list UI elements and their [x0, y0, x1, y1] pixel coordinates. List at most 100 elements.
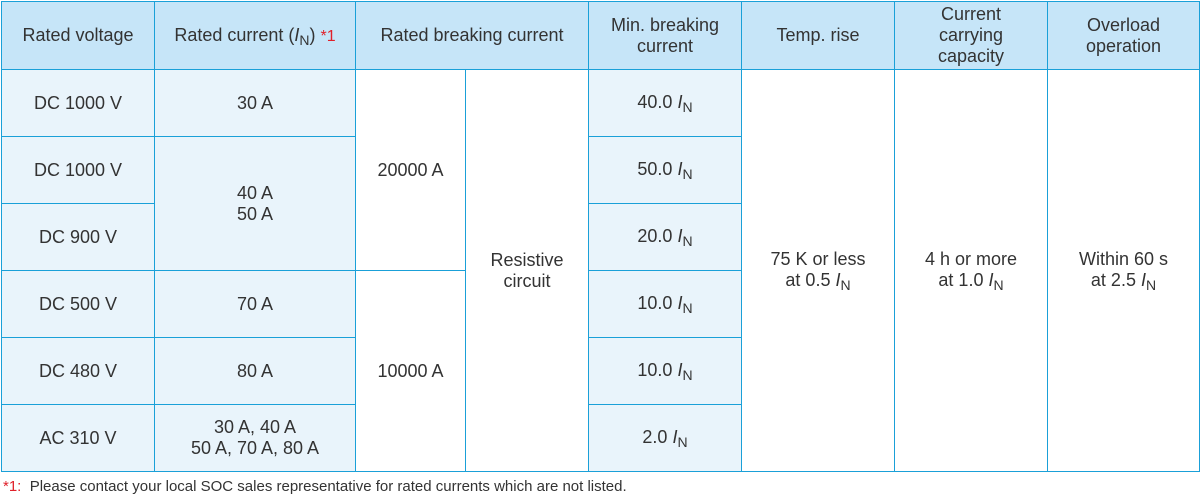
overload-line2: at 2.5 [1090, 270, 1141, 290]
min-breaking-symbol: I [677, 293, 683, 313]
header-temp-rise: Temp. rise [741, 1, 896, 70]
min-breaking-subscript: N [682, 367, 693, 383]
header-row: Rated voltage Rated current (IN) *1 Rate… [1, 1, 1200, 70]
table-row: DC 900 V 20.0 IN [1, 203, 1200, 271]
min-breaking-subscript: N [677, 434, 688, 450]
rated-current-line2: 50 A [236, 203, 274, 224]
rated-voltage-value: DC 480 V [38, 360, 118, 381]
header-rated-current-subscript: N [299, 31, 310, 48]
rated-voltage-cell: AC 310 V [1, 404, 155, 472]
overload-operation-cell: Within 60 s at 2.5 IN [1047, 69, 1200, 472]
header-temp-rise-label: Temp. rise [776, 25, 860, 45]
footnote-text: Please contact your local SOC sales repr… [29, 478, 627, 495]
min-breaking-current-cell: 10.0 IN [588, 337, 743, 405]
min-breaking-subscript: N [682, 99, 693, 115]
rated-voltage-cell: DC 900 V [1, 203, 155, 271]
min-breaking-symbol: I [677, 360, 683, 380]
specification-table: Rated voltage Rated current (IN) *1 Rate… [1, 1, 1200, 472]
header-rated-current-close: ) [309, 24, 316, 45]
specification-table-container: Rated voltage Rated current (IN) *1 Rate… [1, 1, 1200, 472]
rated-voltage-cell: DC 1000 V [1, 136, 155, 204]
min-breaking-value: 40.0 [637, 92, 673, 112]
min-breaking-symbol: I [672, 427, 678, 447]
rated-voltage-cell: DC 1000 V [1, 69, 155, 137]
breaking-circuit-type-cell: Resistive circuit [464, 69, 590, 472]
min-breaking-value: 20.0 [637, 226, 673, 246]
temp-rise-line1: 75 K or less [770, 249, 866, 269]
temp-rise-subscript: N [840, 277, 851, 293]
min-breaking-subscript: N [682, 166, 693, 182]
rated-voltage-value: DC 1000 V [33, 159, 123, 180]
rated-current-line2: 50 A, 70 A, 80 A [190, 438, 320, 458]
overload-subscript: N [1145, 277, 1157, 293]
footnote-marker: *1: [3, 478, 22, 495]
current-carrying-line2: at 1.0 [938, 270, 989, 290]
min-breaking-current-cell: 50.0 IN [588, 136, 743, 204]
min-breaking-current-cell: 40.0 IN [588, 69, 743, 137]
rated-voltage-cell: DC 500 V [1, 270, 155, 338]
rated-current-cell: 80 A [154, 337, 356, 405]
min-breaking-subscript: N [682, 300, 693, 316]
rated-current-cell: 30 A, 40 A 50 A, 70 A, 80 A [154, 404, 356, 472]
header-rated-voltage: Rated voltage [1, 1, 155, 70]
min-breaking-symbol: I [677, 159, 683, 179]
current-carrying-symbol: I [988, 270, 994, 290]
header-min-breaking-current: Min. breaking current [588, 1, 743, 70]
rated-voltage-value: DC 1000 V [33, 92, 123, 113]
header-rated-voltage-label: Rated voltage [22, 25, 134, 45]
footnote: *1: Please contact your local SOC sales … [3, 478, 627, 495]
temp-rise-line2: at 0.5 [785, 270, 836, 290]
header-overload-line1: Overload [1086, 14, 1161, 35]
min-breaking-value: 2.0 [642, 427, 668, 447]
header-rated-breaking-current: Rated breaking current [354, 1, 590, 70]
header-rated-breaking-label: Rated breaking current [380, 25, 564, 45]
rated-current-line1: 30 A, 40 A [213, 417, 297, 437]
min-breaking-current-cell: 2.0 IN [588, 404, 743, 472]
header-rated-current-label: Rated current ( [174, 24, 295, 45]
table-row: AC 310 V 30 A, 40 A 50 A, 70 A, 80 A 2.0 … [1, 404, 1200, 472]
temp-rise-symbol: I [835, 270, 841, 290]
table-row: DC 480 V 80 A 10.0 IN [1, 337, 1200, 405]
overload-symbol: I [1140, 270, 1146, 290]
header-overload-operation: Overload operation [1047, 1, 1200, 70]
rated-current-cell: 30 A [154, 69, 356, 137]
min-breaking-symbol: I [677, 226, 683, 246]
temp-rise-cell: 75 K or less at 0.5 IN [741, 69, 896, 472]
rated-breaking-current-value: 10000 A [377, 360, 444, 381]
header-min-breaking-line1: Min. breaking [610, 14, 720, 35]
rated-voltage-cell: DC 480 V [1, 337, 155, 405]
table-row: DC 1000 V 30 A 20000 A Resistive circuit … [1, 69, 1200, 472]
current-carrying-line1: 4 h or more [924, 249, 1018, 269]
rated-voltage-value: DC 900 V [38, 226, 118, 247]
rated-current-value: 30 A [236, 92, 274, 113]
table-row: DC 500 V 70 A 10000 A 10.0 IN [1, 270, 1200, 472]
rated-breaking-current-value: 20000 A [377, 159, 444, 180]
overload-line1: Within 60 s [1078, 249, 1169, 269]
min-breaking-value: 50.0 [637, 159, 673, 179]
header-rated-current-symbol: I [294, 24, 300, 45]
rated-current-cell: 70 A [154, 270, 356, 338]
header-current-carrying-capacity: Current carrying capacity [894, 1, 1049, 70]
table-row: DC 1000 V 40 A 50 A 50.0 IN [1, 136, 1200, 271]
current-carrying-subscript: N [993, 277, 1004, 293]
header-current-carrying-line3: capacity [937, 46, 1005, 66]
rated-current-value: 70 A [236, 293, 274, 314]
footnote-reference-marker[interactable]: *1 [320, 27, 336, 45]
rated-current-line1: 40 A [236, 182, 274, 203]
min-breaking-current-cell: 10.0 IN [588, 270, 743, 338]
rated-current-cell: 40 A 50 A [154, 136, 356, 271]
rated-voltage-value: AC 310 V [39, 427, 117, 448]
rated-breaking-current-cell: 20000 A [355, 69, 466, 271]
circuit-type-line2: circuit [503, 270, 551, 291]
header-current-carrying-line2: carrying [939, 25, 1004, 45]
min-breaking-value: 10.0 [637, 293, 673, 313]
min-breaking-current-cell: 20.0 IN [588, 203, 743, 271]
min-breaking-subscript: N [682, 233, 693, 249]
header-overload-line2: operation [1085, 35, 1162, 56]
rated-voltage-value: DC 500 V [38, 293, 118, 314]
min-breaking-symbol: I [677, 92, 683, 112]
header-rated-current: Rated current (IN) *1 [154, 1, 356, 70]
rated-current-value: 80 A [236, 360, 274, 381]
min-breaking-value: 10.0 [637, 360, 673, 380]
header-current-carrying-line1: Current [941, 4, 1002, 24]
